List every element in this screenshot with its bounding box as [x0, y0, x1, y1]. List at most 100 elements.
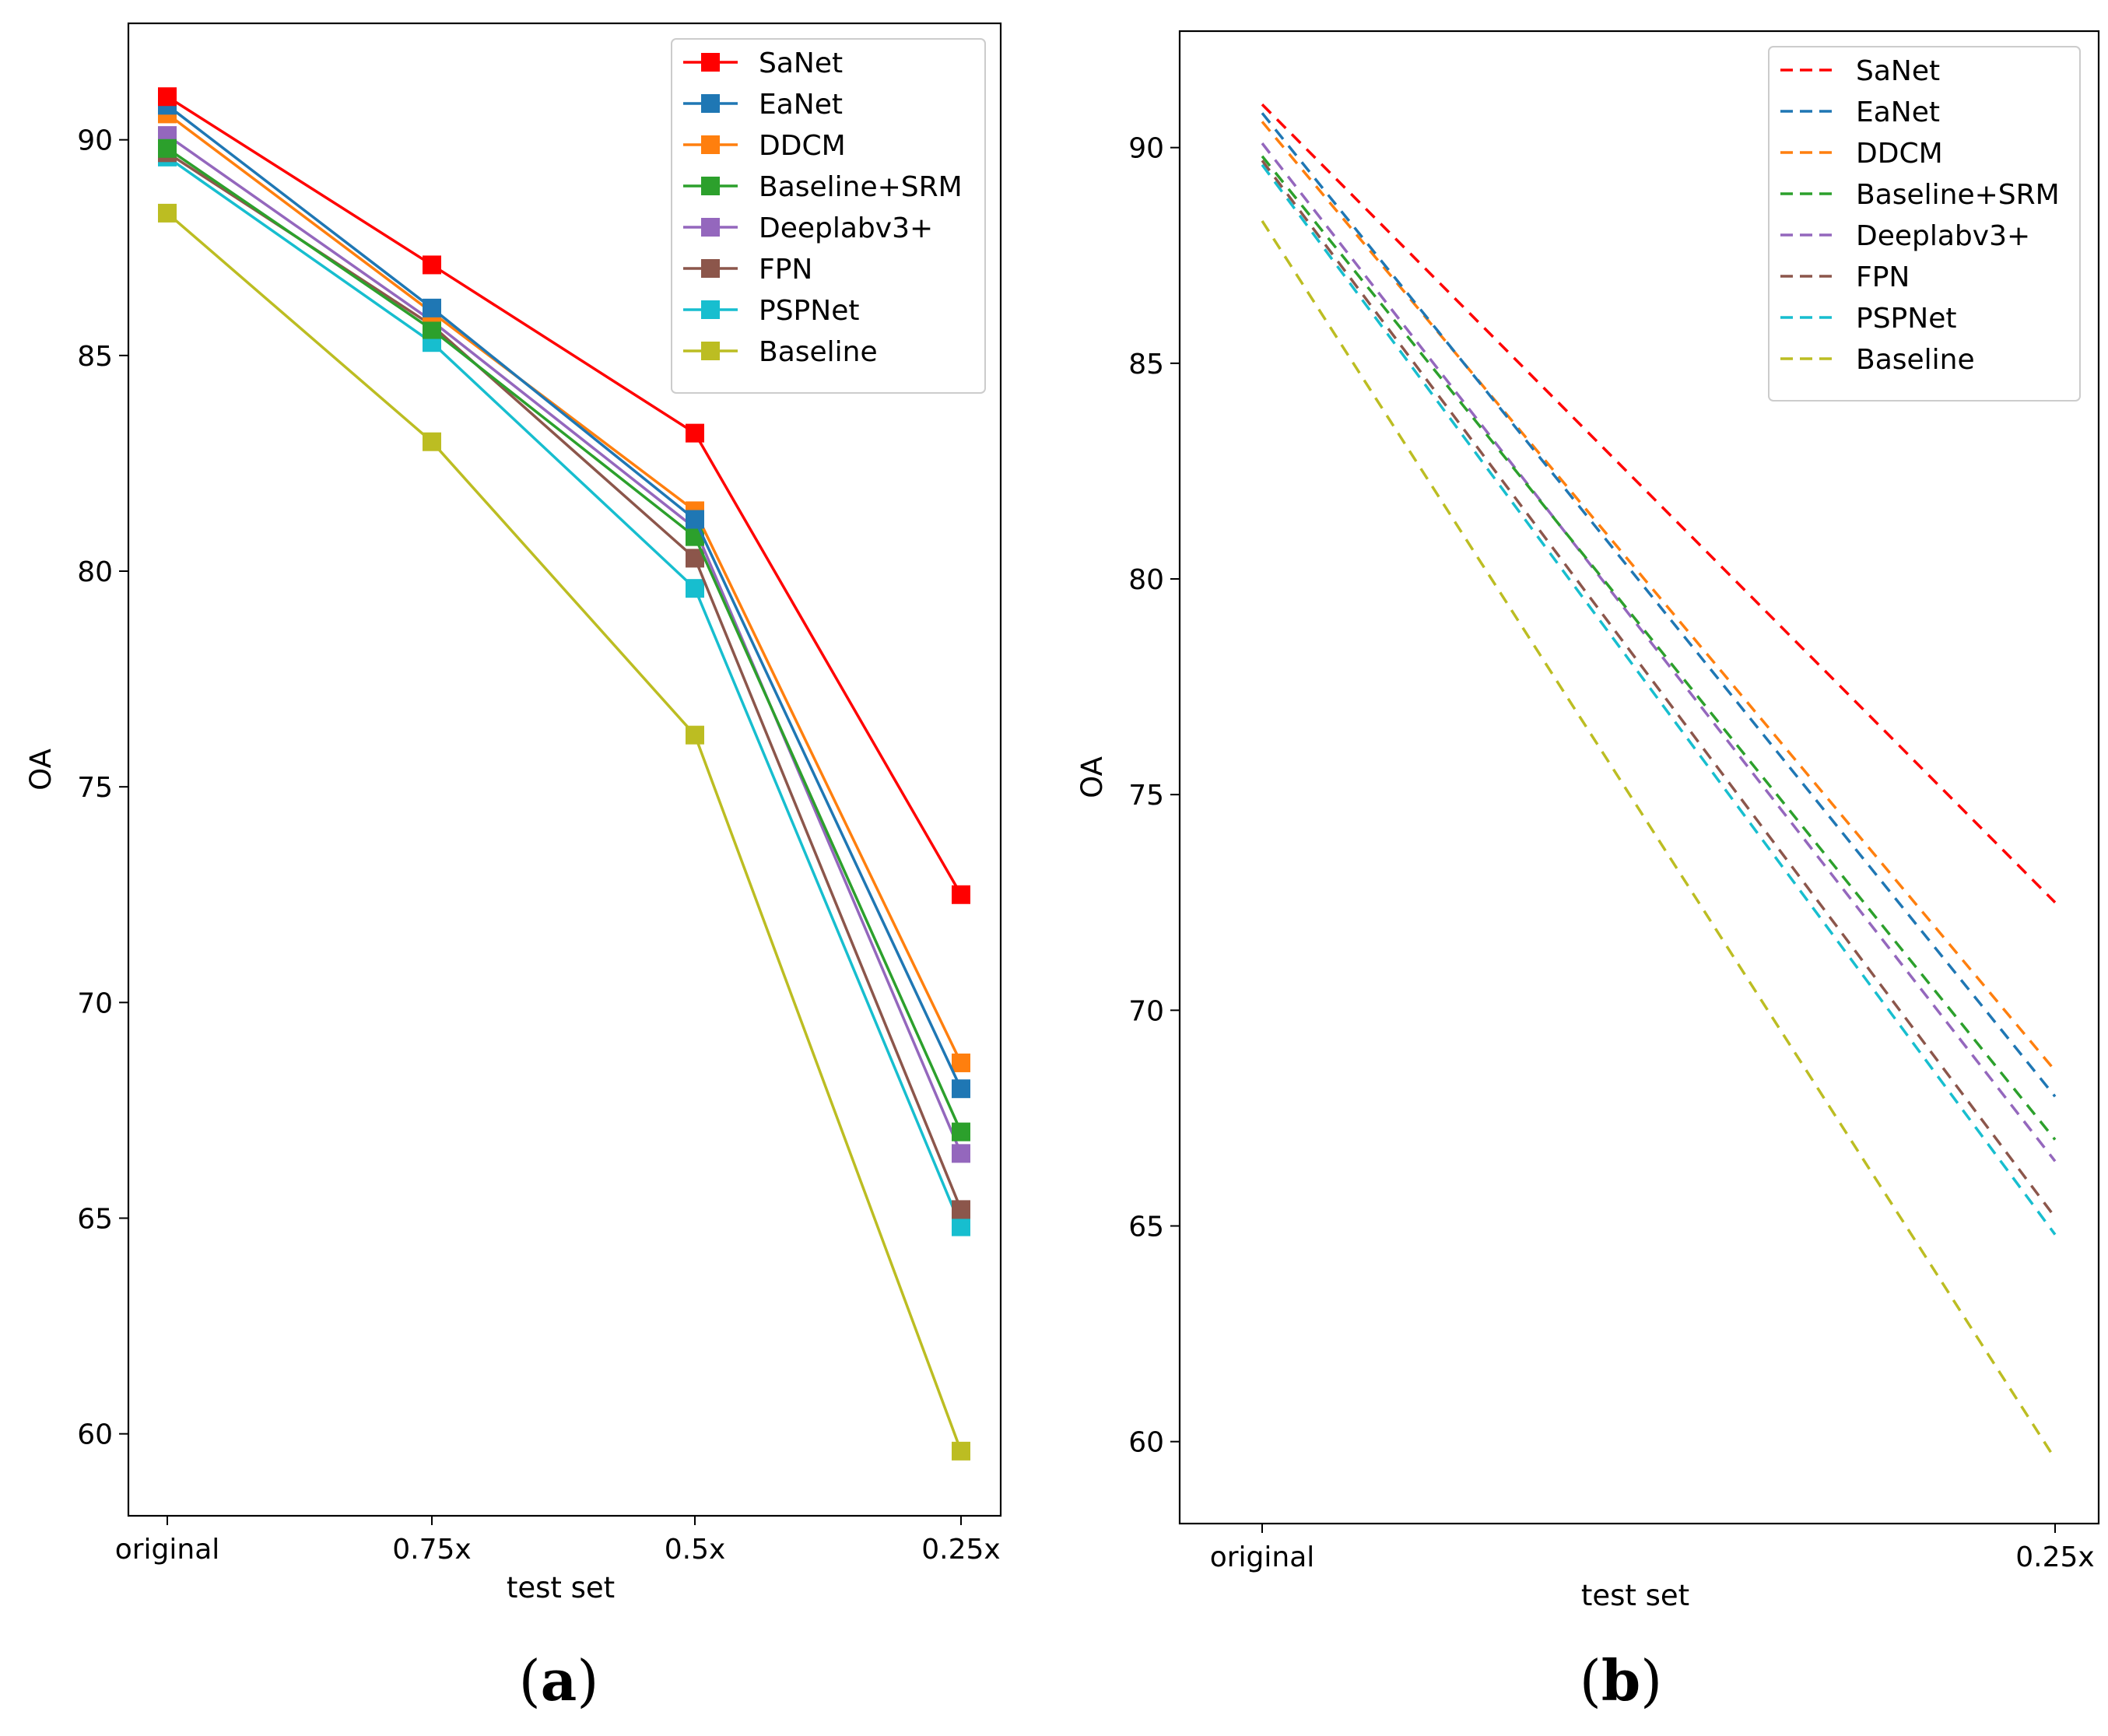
series-line-deeplabv3-	[1261, 142, 2057, 1163]
legend: SaNet EaNet DDCM Baseline+SRM Deeplabv3+ FPN P…	[1768, 46, 2081, 402]
legend-entry: PSPNet	[683, 295, 859, 327]
y-tick-label: 90	[77, 125, 113, 157]
series-line-baseline	[166, 212, 963, 1452]
legend-entry: PSPNet	[1780, 303, 1956, 335]
legend-box	[671, 38, 986, 394]
series-line-ddcm	[1261, 121, 2057, 1072]
legend-label: DDCM	[759, 130, 846, 162]
legend-label: EaNet	[1856, 96, 1940, 128]
legend-box	[1768, 46, 2081, 402]
legend-entry: FPN	[683, 254, 812, 286]
legend-entry: DDCM	[683, 130, 846, 162]
x-tick-label: original	[1210, 1541, 1315, 1573]
data-point	[686, 527, 704, 546]
data-point	[158, 203, 177, 223]
y-tick-label: 80	[1128, 564, 1164, 596]
data-point	[952, 1079, 970, 1099]
x-tick-label: 0.75x	[392, 1534, 471, 1566]
y-tick-label: 65	[77, 1204, 113, 1236]
legend-label: Baseline	[759, 336, 878, 368]
series-line-eanet	[166, 103, 963, 1089]
y-tick-label: 85	[1128, 349, 1164, 381]
legend-label: SaNet	[759, 47, 843, 79]
legend-entry: Baseline	[1780, 344, 1975, 376]
legend-marker	[701, 177, 720, 195]
legend: SaNet EaNet DDCM Baseline+SRM Deeplabv3+ FPN P…	[671, 38, 986, 394]
legend-entry: SaNet	[1780, 55, 1940, 87]
y-tick-label: 60	[1128, 1427, 1164, 1459]
legend-marker	[701, 53, 720, 72]
y-tick-label: 70	[77, 987, 113, 1019]
series-line-baseline-srm	[1261, 155, 2057, 1141]
y-tick-label: 65	[1128, 1212, 1164, 1243]
data-point	[952, 1144, 970, 1163]
legend-label: FPN	[759, 254, 812, 286]
x-tick-label: 0.25x	[921, 1534, 1000, 1566]
legend-entry: DDCM	[1780, 138, 1943, 170]
legend-marker	[701, 135, 720, 154]
y-tick-label: 90	[1128, 133, 1164, 165]
series-line-eanet	[1261, 112, 2057, 1098]
panel-caption: (b)	[1580, 1647, 1663, 1713]
y-axis-label: OA	[24, 749, 58, 791]
legend-marker	[701, 94, 720, 113]
x-tick-label: 0.25x	[2015, 1541, 2094, 1573]
plot-frame	[127, 22, 1002, 1517]
x-tick-label: 0.5x	[665, 1534, 726, 1566]
y-tick-label: 75	[1128, 780, 1164, 812]
legend-label: Baseline+SRM	[759, 171, 963, 203]
data-point	[423, 255, 441, 275]
legend-label: Deeplabv3+	[1856, 220, 2030, 252]
data-point	[952, 1200, 970, 1219]
y-tick-label: 80	[77, 556, 113, 588]
data-point	[423, 320, 441, 339]
data-point	[686, 579, 704, 598]
x-axis-label: test set	[507, 1571, 615, 1604]
legend-label: SaNet	[1856, 55, 1940, 87]
series-line-baseline-srm	[167, 147, 963, 1133]
legend-label: DDCM	[1856, 138, 1943, 170]
legend-entry: SaNet	[683, 47, 843, 79]
series-line-pspnet	[1261, 163, 2057, 1236]
panel-letter: a	[541, 1647, 577, 1713]
data-point	[158, 139, 177, 158]
x-axis-label: test set	[1581, 1579, 1689, 1612]
data-point	[423, 432, 441, 451]
legend-entry: Deeplabv3+	[1780, 220, 2030, 252]
series-line-baseline	[1261, 219, 2057, 1460]
legend-marker	[701, 300, 720, 319]
series-line-sanet	[167, 95, 963, 896]
legend-entry: EaNet	[683, 89, 843, 121]
legend-label: FPN	[1856, 261, 1910, 293]
legend-entry: Baseline	[683, 336, 878, 368]
y-axis-label: OA	[1075, 756, 1109, 798]
data-point	[686, 423, 704, 443]
legend-entry: EaNet	[1780, 96, 1940, 128]
legend-label: Baseline	[1856, 344, 1975, 376]
legend-entry: FPN	[1780, 261, 1910, 293]
data-point	[952, 885, 970, 904]
data-point	[952, 1122, 970, 1142]
legend-label: EaNet	[759, 89, 843, 121]
plot-frame	[1178, 30, 2100, 1525]
series-line-fpn	[1261, 160, 2057, 1219]
legend-marker	[701, 218, 720, 237]
y-tick-label: 85	[77, 341, 113, 373]
chart-panel-b: 60 65 70 75 80 85 90 original 0.25x test set OA SaN…	[1075, 30, 2100, 1713]
data-point	[158, 87, 177, 107]
y-tick-label: 70	[1128, 995, 1164, 1027]
legend-entry: Baseline+SRM	[683, 171, 963, 203]
panel-caption: (a)	[519, 1647, 599, 1713]
series-line-pspnet	[166, 156, 963, 1228]
x-tick-label: original	[115, 1534, 220, 1566]
legend-marker	[701, 259, 720, 278]
legend-entry: Deeplabv3+	[683, 212, 933, 244]
legend-label: Baseline+SRM	[1856, 179, 2060, 211]
legend-label: PSPNet	[1856, 303, 1956, 335]
data-point	[686, 510, 704, 529]
data-point	[952, 1217, 970, 1236]
legend-label: Deeplabv3+	[759, 212, 933, 244]
series-line-ddcm	[166, 113, 963, 1064]
y-tick-label: 75	[77, 772, 113, 804]
